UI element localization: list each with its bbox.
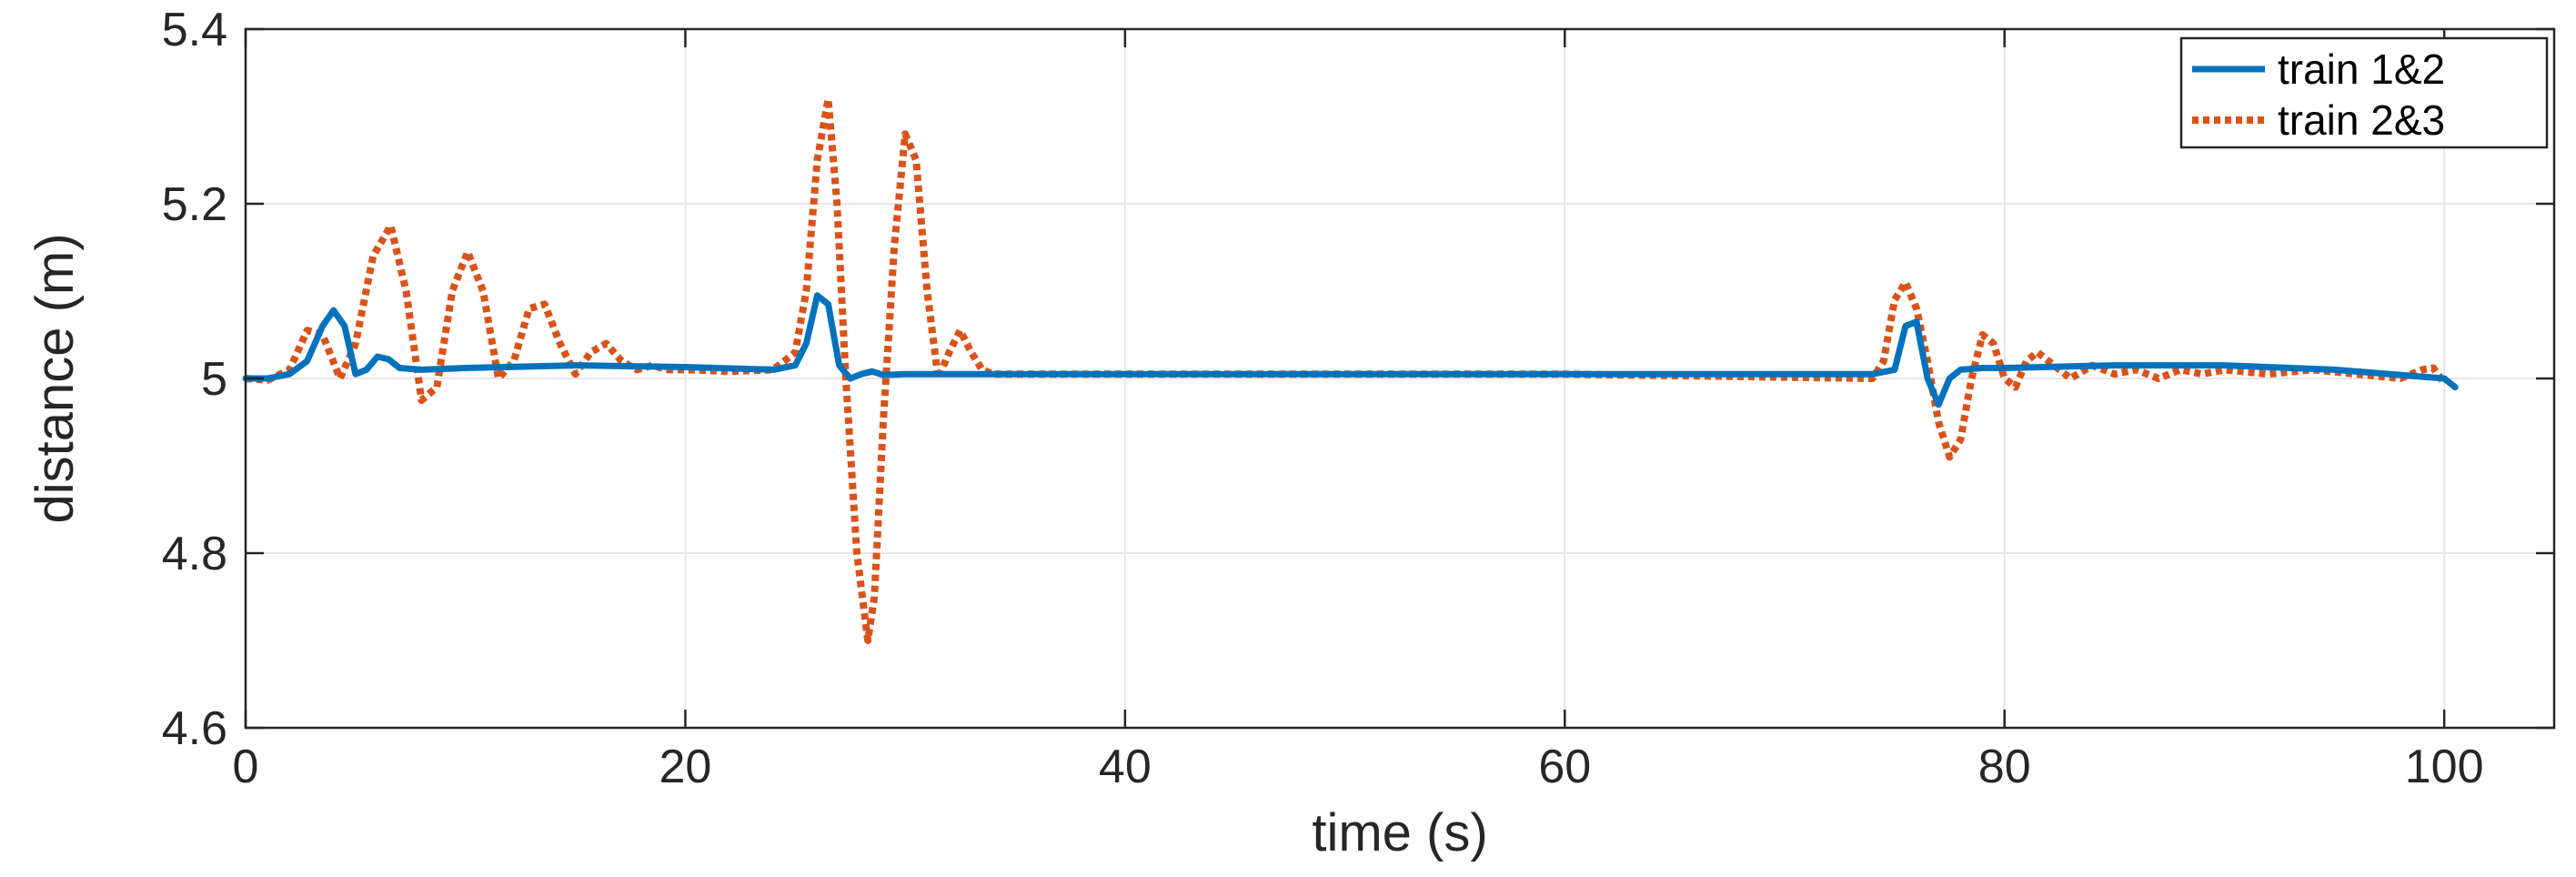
series-layer bbox=[242, 95, 2459, 644]
tick-labels: 0 20 40 60 80 100 4.6 4.8 5 5.2 5.4 bbox=[162, 4, 2484, 793]
y-tick-label: 5 bbox=[201, 353, 227, 406]
y-axis-label: distance (m) bbox=[25, 233, 85, 523]
y-tick-label: 4.6 bbox=[162, 702, 227, 755]
x-axis-label: time (s) bbox=[1312, 803, 1487, 862]
y-tick-label: 5.4 bbox=[162, 4, 227, 56]
x-tick-label: 40 bbox=[1099, 741, 1152, 793]
legend-label-train-1-2: train 1&2 bbox=[2278, 45, 2445, 93]
x-tick-label: 0 bbox=[233, 741, 259, 793]
x-tick-label: 20 bbox=[659, 741, 712, 793]
y-tick-label: 4.8 bbox=[162, 528, 227, 580]
y-tick-label: 5.2 bbox=[162, 178, 227, 231]
x-tick-label: 60 bbox=[1538, 741, 1591, 793]
legend-box bbox=[2179, 36, 2549, 149]
x-tick-label: 100 bbox=[2405, 741, 2484, 793]
series-line-0 bbox=[242, 292, 2459, 408]
ticks bbox=[244, 27, 2554, 730]
legend-label-train-2-3: train 2&3 bbox=[2278, 96, 2445, 144]
legend: train 1&2 train 2&3 bbox=[2179, 36, 2549, 149]
x-tick-label: 80 bbox=[1978, 741, 2031, 793]
